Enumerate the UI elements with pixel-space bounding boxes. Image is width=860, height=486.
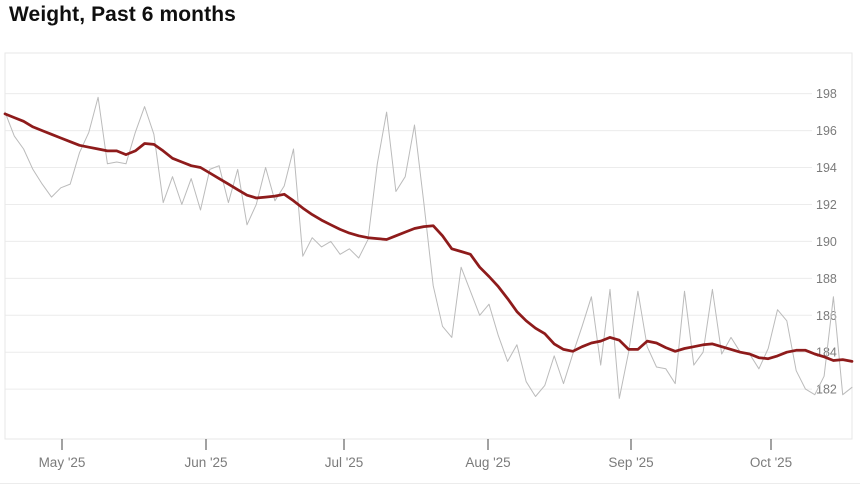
x-axis-labels: May '25 Jun '25 Jul '25 Aug '25 Sep '25 Oct '… [39, 455, 793, 470]
chart-card-border [4, 52, 853, 440]
x-tick-label: Oct '25 [750, 455, 792, 470]
y-tick-label: 196 [816, 124, 837, 138]
trend-series-line [3, 112, 854, 363]
y-tick-label: 198 [816, 87, 837, 101]
x-tick-label: Jul '25 [325, 455, 364, 470]
y-tick-label: 186 [816, 309, 837, 323]
x-tick-label: Sep '25 [608, 455, 653, 470]
y-tick-label: 190 [816, 235, 837, 249]
x-tick-label: May '25 [39, 455, 86, 470]
gridlines [5, 93, 812, 390]
x-tick-label: Jun '25 [184, 455, 227, 470]
x-axis-ticks [61, 439, 772, 450]
x-tick-label: Aug '25 [465, 455, 510, 470]
daily-series-line [4, 96, 853, 399]
y-tick-label: 182 [816, 383, 837, 397]
chart-title: Weight, Past 6 months [9, 3, 236, 26]
y-tick-label: 188 [816, 272, 837, 286]
y-tick-label: 194 [816, 161, 837, 175]
y-tick-label: 192 [816, 198, 837, 212]
